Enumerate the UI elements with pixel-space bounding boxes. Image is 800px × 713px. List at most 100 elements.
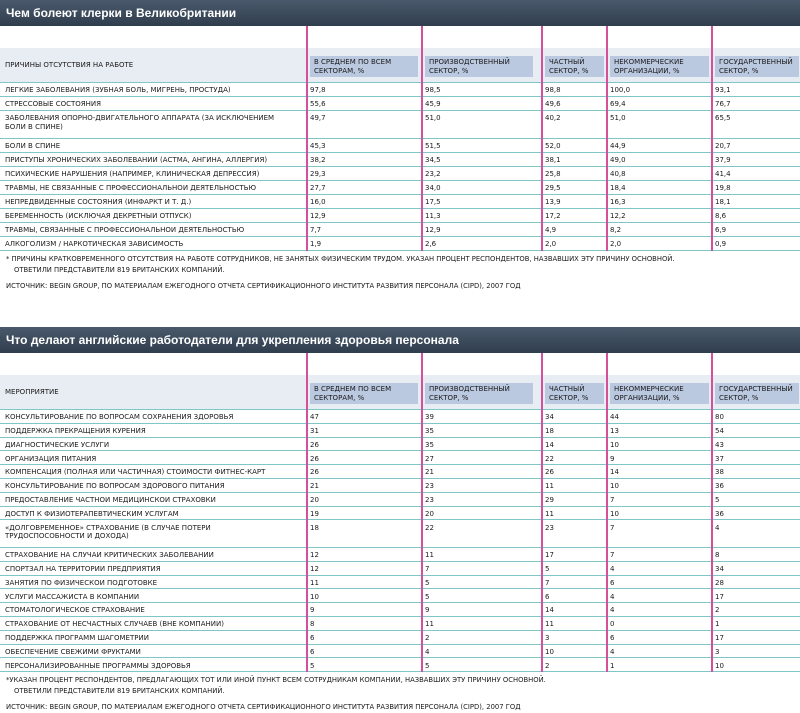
- value-cell: 20,7: [715, 142, 731, 151]
- header-cell: ПРОИЗВОДСТВЕННЫЙ СЕКТОР, %: [420, 48, 540, 82]
- value-cell: 35: [425, 426, 434, 435]
- value-cell: 34: [545, 413, 554, 422]
- value-cell: 14: [610, 468, 619, 477]
- value-cell: 37,9: [715, 156, 731, 165]
- header-label: НЕКОММЕРЧЕСКИЕ ОРГАНИЗАЦИИ, %: [610, 383, 709, 404]
- source: ИСТОЧНИК: BEGIN GROUP, ПО МАТЕРИАЛАМ ЕЖЕ…: [6, 282, 521, 290]
- value-cell: 11: [545, 482, 554, 491]
- table-row: БЕРЕМЕННОСТЬ (ИСКЛЮЧАЯ ДЕКРЕТНЫЙ ОТПУСК)…: [0, 209, 800, 223]
- footnote: *УКАЗАН ПРОЦЕНТ РЕСПОНДЕНТОВ, ПРЕДЛАГАЮЩ…: [6, 676, 546, 685]
- table-row: СТРЕССОВЫЕ СОСТОЯНИЯ 55,6 45,9 49,6 69,4 76,7: [0, 97, 800, 111]
- value-cell: 54: [715, 426, 724, 435]
- row-label: ПОДДЕРЖКА ПРОГРАММ ШАГОМЕТРИИ: [5, 633, 149, 642]
- value-cell: 20: [310, 495, 319, 504]
- value-cell: 13: [610, 426, 619, 435]
- header-cell: ЧАСТНЫЙ СЕКТОР, %: [540, 375, 605, 409]
- value-cell: 26: [310, 454, 319, 463]
- header-cell: ПРОИЗВОДСТВЕННЫЙ СЕКТОР, %: [420, 375, 540, 409]
- row-label: ТРАВМЫ, СВЯЗАННЫЕ С ПРОФЕССИОНАЛЬНОЙ ДЕЯ…: [5, 226, 245, 235]
- value-cell: 37: [715, 454, 724, 463]
- footnote: ОТВЕТИЛИ ПРЕДСТАВИТЕЛИ 819 БРИТАНСКИХ КО…: [14, 266, 225, 274]
- footnote: ОТВЕТИЛИ ПРЕДСТАВИТЕЛИ 819 БРИТАНСКИХ КО…: [14, 687, 225, 696]
- value-cell: 47: [310, 413, 319, 422]
- value-cell: 23: [545, 523, 554, 532]
- value-cell: 8,2: [610, 226, 622, 235]
- table-row: ПОДДЕРЖКА ПРЕКРАЩЕНИЯ КУРЕНИЯ 31 35 18 13 54: [0, 424, 800, 438]
- value-cell: 7: [610, 551, 615, 560]
- row-label: ОРГАНИЗАЦИЯ ПИТАНИЯ: [5, 454, 97, 463]
- value-cell: 98,5: [425, 86, 441, 95]
- value-cell: 25,8: [545, 170, 561, 179]
- value-cell: 5: [715, 495, 720, 504]
- value-cell: 100,0: [610, 86, 631, 95]
- section-title: Чем болеют клерки в Великобритании: [0, 0, 800, 26]
- value-cell: 1: [715, 620, 720, 629]
- table-row: ДОСТУП К ФИЗИОТЕРАПЕВТИЧЕСКИМ УСЛУГАМ 19 2…: [0, 507, 800, 521]
- value-cell: 12,9: [425, 226, 441, 235]
- value-cell: 43: [715, 440, 724, 449]
- value-cell: 5: [545, 564, 550, 573]
- column-divider: [306, 353, 308, 673]
- value-cell: 5: [310, 661, 315, 670]
- value-cell: 52,0: [545, 142, 561, 151]
- value-cell: 7: [610, 523, 615, 532]
- value-cell: 8: [715, 551, 720, 560]
- value-cell: 26: [310, 468, 319, 477]
- header-cell: В СРЕДНЕМ ПО ВСЕМ СЕКТОРАМ, %: [305, 375, 420, 409]
- value-cell: 18,1: [715, 198, 731, 207]
- value-cell: 17: [715, 592, 724, 601]
- value-cell: 11: [425, 620, 434, 629]
- header-label: ПРОИЗВОДСТВЕННЫЙ СЕКТОР, %: [425, 383, 533, 404]
- value-cell: 4: [610, 606, 615, 615]
- table-row: ЗАБОЛЕВАНИЯ ОПОРНО-ДВИГАТЕЛЬНОГО АППАРАТ…: [0, 111, 800, 139]
- value-cell: 14: [545, 440, 554, 449]
- header-cell: ЧАСТНЫЙ СЕКТОР, %: [540, 48, 605, 82]
- table-row: ПРИСТУПЫ ХРОНИЧЕСКИХ ЗАБОЛЕВАНИЙ (АСТМА,…: [0, 153, 800, 167]
- table-row: ПСИХИЧЕСКИЕ НАРУШЕНИЯ (НАПРИМЕР, КЛИНИЧЕ…: [0, 167, 800, 181]
- value-cell: 12,9: [310, 212, 326, 221]
- value-cell: 36: [715, 482, 724, 491]
- value-cell: 38: [715, 468, 724, 477]
- value-cell: 20: [425, 509, 434, 518]
- table-row: АЛКОГОЛИЗМ / НАРКОТИЧЕСКАЯ ЗАВИСИМОСТЬ 1,…: [0, 237, 800, 251]
- value-cell: 49,0: [610, 156, 626, 165]
- row-label: «ДОЛГОВРЕМЕННОЕ» СТРАХОВАНИЕ (В СЛУЧАЕ П…: [5, 523, 211, 541]
- row-label: АЛКОГОЛИЗМ / НАРКОТИЧЕСКАЯ ЗАВИСИМОСТЬ: [5, 240, 184, 249]
- value-cell: 29,5: [545, 184, 561, 193]
- table-row: КОМПЕНСАЦИЯ (ПОЛНАЯ ИЛИ ЧАСТИЧНАЯ) СТОИМ…: [0, 465, 800, 479]
- value-cell: 18: [310, 523, 319, 532]
- row-label: КОНСУЛЬТИРОВАНИЕ ПО ВОПРОСАМ ЗДОРОВОГО П…: [5, 482, 225, 491]
- value-cell: 35: [425, 440, 434, 449]
- value-cell: 80: [715, 413, 724, 422]
- table-row: СТРАХОВАНИЕ НА СЛУЧАЙ КРИТИЧЕСКИХ ЗАБОЛЕ…: [0, 548, 800, 562]
- value-cell: 19: [310, 509, 319, 518]
- table-row: СТОМАТОЛОГИЧЕСКОЕ СТРАХОВАНИЕ 9 9 14 4 2: [0, 603, 800, 617]
- value-cell: 29,3: [310, 170, 326, 179]
- value-cell: 5: [425, 592, 430, 601]
- row-label: ПОДДЕРЖКА ПРЕКРАЩЕНИЯ КУРЕНИЯ: [5, 426, 146, 435]
- value-cell: 6: [610, 633, 615, 642]
- header-label: ГОСУДАРСТВЕННЫЙ СЕКТОР, %: [715, 383, 799, 404]
- value-cell: 11: [545, 620, 554, 629]
- value-cell: 17: [715, 633, 724, 642]
- value-cell: 40,2: [545, 114, 561, 123]
- value-cell: 17: [545, 551, 554, 560]
- value-cell: 2: [715, 606, 720, 615]
- header-cell: В СРЕДНЕМ ПО ВСЕМ СЕКТОРАМ, %: [305, 48, 420, 82]
- header-label: НЕКОММЕРЧЕСКИЕ ОРГАНИЗАЦИИ, %: [610, 56, 709, 77]
- value-cell: 5: [425, 661, 430, 670]
- value-cell: 49,6: [545, 100, 561, 109]
- header-cell: ГОСУДАРСТВЕННЫЙ СЕКТОР, %: [710, 375, 800, 409]
- column-divider: [606, 26, 608, 251]
- header-label: В СРЕДНЕМ ПО ВСЕМ СЕКТОРАМ, %: [310, 383, 418, 404]
- footnote: * ПРИЧИНЫ КРАТКОВРЕМЕННОГО ОТСУТСТВИЯ НА…: [6, 255, 675, 263]
- header-label: ПРОИЗВОДСТВЕННЫЙ СЕКТОР, %: [425, 56, 533, 77]
- value-cell: 76,7: [715, 100, 731, 109]
- table-row: НЕПРЕДВИДЕННЫЕ СОСТОЯНИЯ (ИНФАРКТ И Т. Д…: [0, 195, 800, 209]
- value-cell: 6: [610, 578, 615, 587]
- row-label: КОНСУЛЬТИРОВАНИЕ ПО ВОПРОСАМ СОХРАНЕНИЯ …: [5, 413, 234, 422]
- value-cell: 4: [610, 592, 615, 601]
- value-cell: 26: [310, 440, 319, 449]
- table-row: КОНСУЛЬТИРОВАНИЕ ПО ВОПРОСАМ СОХРАНЕНИЯ …: [0, 410, 800, 424]
- row-label: ПЕРСОНАЛИЗИРОВАННЫЕ ПРОГРАММЫ ЗДОРОВЬЯ: [5, 661, 191, 670]
